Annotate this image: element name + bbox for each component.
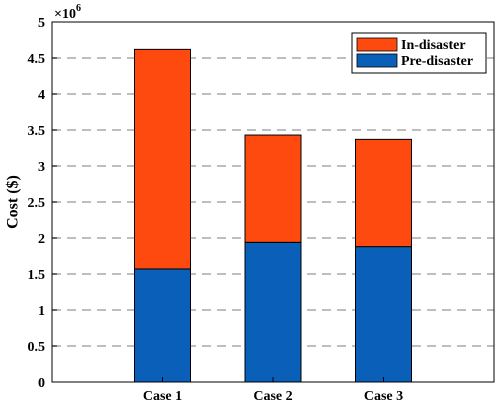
bar-pre-disaster-case-3 [355, 246, 412, 383]
y-multiplier-base: ×10 [54, 7, 76, 22]
y-tick-label: 5 [38, 16, 45, 31]
legend-label-in-disaster: In-disaster [401, 38, 466, 53]
y-tick-label: 1 [38, 304, 45, 319]
legend-swatch-in-disaster [356, 37, 398, 52]
y-tick-label: 2 [38, 232, 45, 247]
bar-in-disaster-case-3 [355, 138, 412, 248]
bar-pre-disaster-case-2 [244, 241, 302, 383]
bar-in-disaster-case-1 [134, 48, 191, 270]
y-tick-label: 0.5 [28, 340, 46, 355]
y-tick-label: 2.5 [28, 196, 46, 211]
bar-pre-disaster-case-1 [134, 268, 191, 383]
y-axis-ticks: 0 0.5 1 1.5 2 2.5 3 3.5 4 4.5 5 [28, 16, 57, 391]
legend-label-pre-disaster: Pre-disaster [401, 54, 473, 69]
legend-swatch-pre-disaster [356, 53, 398, 68]
x-tick-label: Case 1 [143, 389, 182, 404]
y-tick-label: 4 [38, 88, 45, 103]
bars [134, 48, 412, 383]
y-axis-multiplier: ×106 [54, 3, 81, 22]
y-tick-label: 0 [38, 376, 45, 391]
bar-in-disaster-case-2 [244, 134, 302, 243]
x-tick-label: Case 3 [364, 389, 403, 404]
y-multiplier-exponent: 6 [76, 3, 81, 14]
y-axis-label: Cost ($) [5, 175, 22, 229]
x-axis-ticks: Case 1 Case 2 Case 3 [143, 377, 403, 404]
y-tick-label: 1.5 [28, 268, 46, 283]
x-tick-label: Case 2 [253, 389, 292, 404]
y-tick-label: 4.5 [28, 52, 46, 67]
y-tick-label: 3 [38, 160, 45, 175]
y-tick-label: 3.5 [28, 124, 46, 139]
